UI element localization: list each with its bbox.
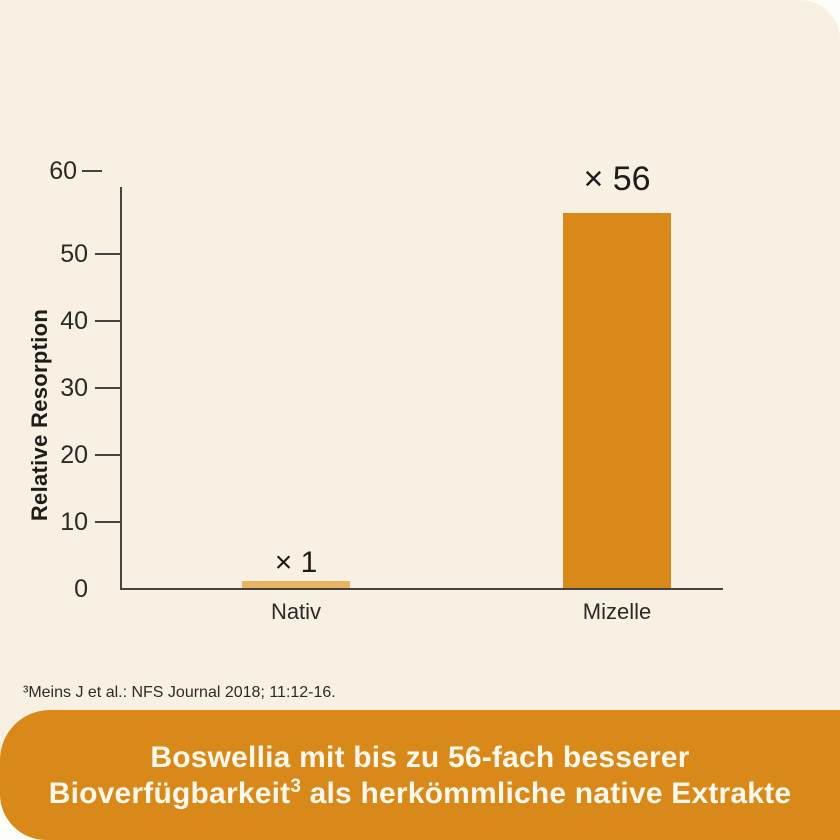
y-tick-label: 20: [60, 441, 88, 469]
y-tick-mark: [95, 387, 121, 389]
bar-mizelle: [563, 213, 671, 588]
bar-value-label: × 56: [583, 160, 651, 198]
banner: Boswellia mit bis zu 56-fach besserer Bi…: [0, 710, 840, 840]
banner-line-1: Boswellia mit bis zu 56-fach besserer: [150, 741, 690, 774]
footnote: ³Meins J et al.: NFS Journal 2018; 11:12…: [23, 684, 336, 701]
superscript-3: 3: [290, 776, 302, 797]
bar-value-label: × 1: [274, 546, 318, 579]
y-tick-mark: [95, 454, 121, 456]
y-tick-mark: [95, 253, 121, 255]
x-category-label: Nativ: [270, 599, 322, 624]
bar-nativ: [242, 581, 350, 588]
y-tick-mark: [82, 170, 102, 172]
y-tick-mark: [95, 320, 121, 322]
y-tick-label: 60: [49, 157, 77, 185]
banner-line-2-prefix: Bioverfügbarkeit: [48, 777, 291, 810]
y-tick-label: 10: [60, 508, 88, 536]
y-tick-label: 50: [60, 240, 88, 268]
y-tick-label: 0: [74, 575, 88, 603]
y-tick-label: 40: [60, 307, 88, 335]
y-axis-label: Relative Resorption: [27, 308, 52, 522]
y-axis-line: [120, 187, 122, 590]
banner-line-2-suffix: als herkömmliche native Extrakte: [301, 777, 792, 810]
y-tick-mark: [95, 521, 121, 523]
x-category-label: Mizelle: [582, 599, 652, 624]
x-axis-line: [120, 588, 723, 590]
y-tick-label: 30: [60, 374, 88, 402]
banner-line-2: Bioverfügbarkeit3 als herkömmliche nativ…: [0, 776, 840, 812]
